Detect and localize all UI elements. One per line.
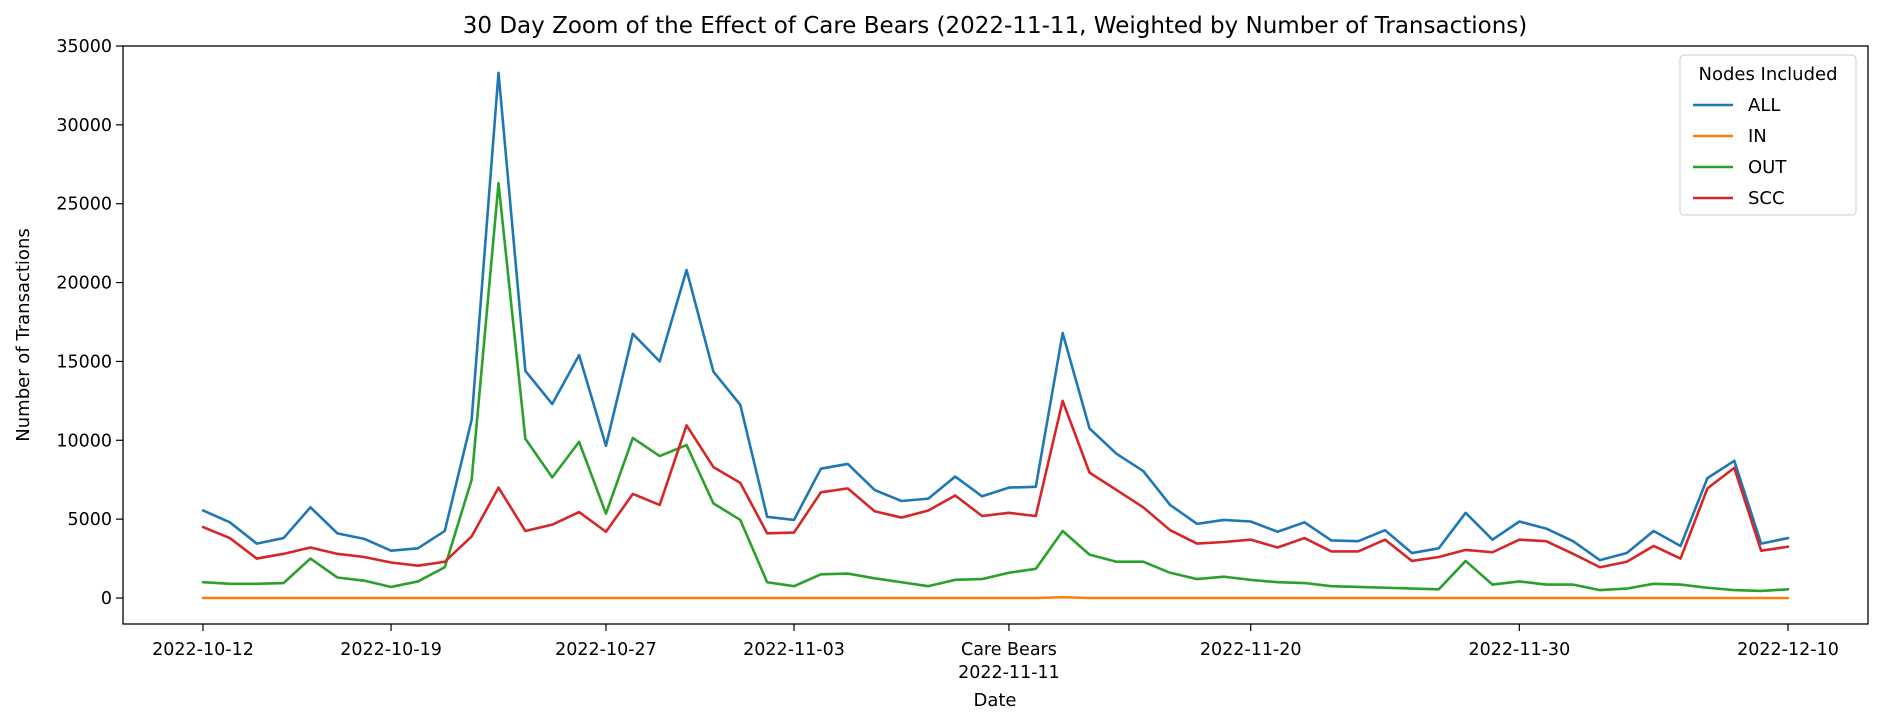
legend-title: Nodes Included — [1698, 64, 1837, 85]
x-tick-label: 2022-11-20 — [1200, 640, 1302, 660]
plot-frame — [122, 45, 1869, 625]
y-tick-label: 25000 — [56, 195, 112, 215]
y-tick-label: 30000 — [56, 116, 112, 136]
x-tick-label: 2022-11-03 — [743, 640, 845, 660]
y-tick-label: 20000 — [56, 274, 112, 294]
x-axis-ticks: 2022-10-12 2022-10-19 2022-10-27 2022-11-03… — [152, 624, 1839, 683]
x-axis-label: Date — [973, 690, 1016, 711]
chart-title: 30 Day Zoom of the Effect of Care Bears … — [463, 13, 1527, 39]
series-line-in — [201, 595, 1790, 600]
legend-label-all: ALL — [1748, 95, 1780, 116]
legend-box — [1679, 54, 1857, 216]
x-tick-label: 2022-10-27 — [555, 640, 657, 660]
y-axis-ticks: 0 5000 10000 15000 20000 25000 30000 35000 — [56, 37, 123, 609]
series-line-scc — [201, 399, 1790, 569]
series-line-out — [201, 181, 1790, 593]
y-tick-label: 10000 — [56, 431, 112, 451]
x-tick-label: 2022-10-12 — [152, 640, 254, 660]
x-tick-label: 2022-11-11 — [958, 663, 1060, 683]
x-tick-label: 2022-12-10 — [1737, 640, 1839, 660]
y-tick-label: 35000 — [56, 37, 112, 57]
series-lines — [201, 71, 1790, 600]
y-tick-label: 15000 — [56, 352, 112, 372]
y-axis-label: Number of Transactions — [13, 228, 34, 441]
series-line-all — [201, 71, 1790, 562]
y-tick-label: 5000 — [67, 510, 112, 530]
legend: Nodes Included ALL IN OUT SCC — [1679, 54, 1857, 216]
x-tick-label: 2022-11-30 — [1469, 640, 1571, 660]
legend-label-scc: SCC — [1748, 188, 1785, 209]
x-tick-label: 2022-10-19 — [340, 640, 442, 660]
y-tick-label: 0 — [101, 589, 112, 609]
legend-label-out: OUT — [1748, 157, 1787, 178]
x-tick-label: Care Bears — [961, 640, 1057, 660]
legend-label-in: IN — [1748, 126, 1767, 147]
